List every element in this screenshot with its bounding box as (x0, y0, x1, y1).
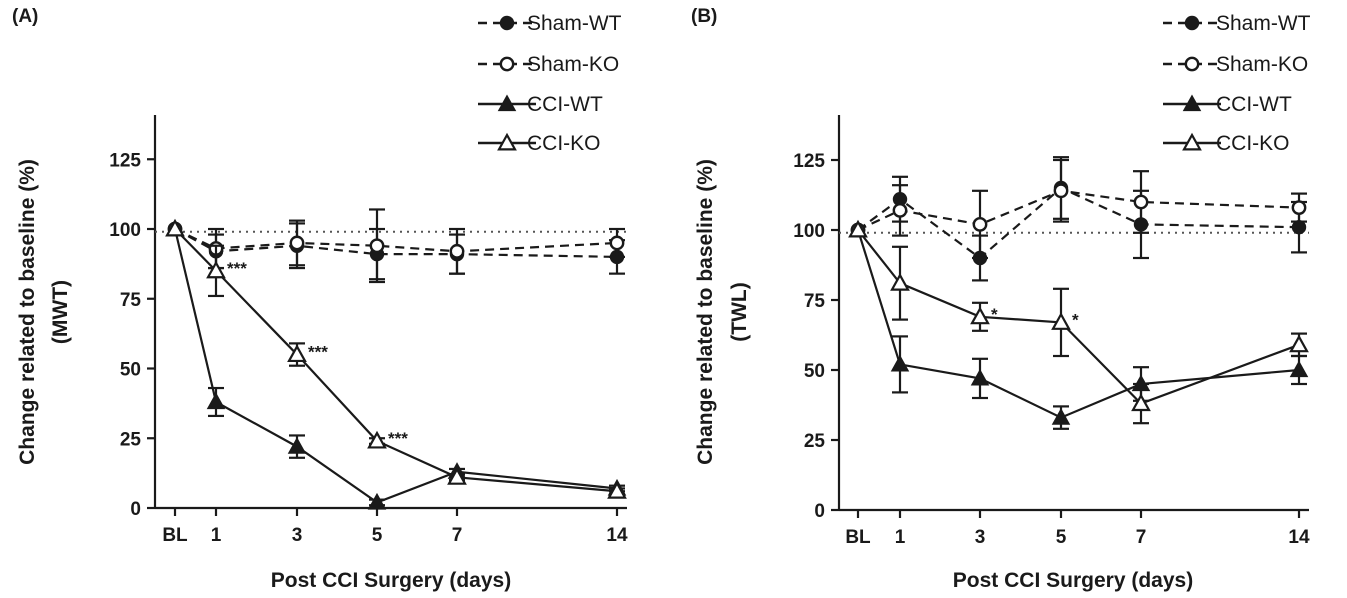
y-tick-label: 100 (793, 221, 825, 242)
legend-label: Sham-KO (1216, 53, 1308, 76)
significance-label: *** (227, 259, 247, 278)
data-point (1289, 360, 1309, 378)
data-point (890, 272, 910, 291)
x-tick-label: 7 (1136, 527, 1147, 548)
data-point (289, 235, 305, 251)
legend-label: CCI-KO (1216, 132, 1290, 155)
data-point (970, 368, 990, 386)
panel-a: (A) 0 25 50 75 100 125 BL 1 3 5 7 14 Post CCI Surgery… (12, 6, 628, 592)
data-point (1133, 194, 1149, 210)
data-point (1051, 408, 1071, 425)
series-line (174, 228, 618, 253)
data-point (287, 344, 307, 363)
x-tick-label: 14 (1288, 527, 1310, 548)
data-point (609, 235, 625, 251)
data-point (206, 260, 226, 279)
x-tick-label: 1 (211, 525, 222, 546)
y-tick-label: 50 (120, 360, 141, 381)
legend-marker (1182, 132, 1202, 151)
panel-label: (A) (12, 6, 38, 27)
data-point (1291, 220, 1307, 235)
x-tick-label: 5 (1056, 527, 1067, 548)
x-tick-label: 5 (372, 525, 383, 546)
x-axis-title: Post CCI Surgery (days) (271, 569, 511, 592)
x-tick-label: BL (845, 527, 871, 548)
y-tick-label: 125 (793, 151, 825, 172)
y-tick-label: 50 (804, 361, 825, 382)
series-line (857, 189, 1300, 231)
data-point (287, 437, 307, 454)
y-tick-label: 0 (814, 501, 825, 522)
x-tick-label: BL (162, 525, 188, 546)
series-line (174, 228, 618, 493)
y-axis-title: Change related to baseline (%) (16, 159, 39, 465)
data-point (367, 492, 387, 510)
data-point (607, 480, 627, 499)
data-point (1051, 312, 1071, 330)
y-tick-label: 25 (120, 429, 142, 450)
legend-marker (499, 15, 515, 31)
legend-label: Sham-WT (527, 12, 622, 35)
data-point (369, 238, 385, 254)
significance-label: *** (388, 429, 408, 448)
data-point (1291, 200, 1307, 216)
data-point (892, 202, 908, 218)
legend-marker (1184, 56, 1200, 72)
legend-label: CCI-WT (527, 93, 603, 116)
series-line (173, 228, 618, 504)
series-line (174, 228, 618, 258)
significance-label: * (1072, 310, 1079, 329)
y-tick-label: 125 (109, 150, 141, 171)
data-point (206, 392, 226, 410)
data-point (1053, 183, 1069, 199)
x-tick-label: 14 (606, 525, 628, 546)
legend-marker (497, 132, 517, 151)
legend-label: Sham-KO (527, 53, 619, 76)
x-tick-label: 3 (975, 527, 986, 548)
legend-marker (497, 94, 517, 112)
series-line (857, 229, 1300, 405)
y-axis-subtitle: (MWT) (49, 280, 72, 344)
data-point (367, 430, 387, 449)
legend-label: Sham-WT (1216, 12, 1311, 35)
data-point (848, 219, 868, 238)
y-axis-title: Change related to baseline (%) (694, 159, 717, 465)
panel-label: (B) (691, 6, 717, 27)
x-tick-label: 7 (452, 525, 463, 546)
x-axis-title: Post CCI Surgery (days) (953, 569, 1193, 592)
legend-marker (1184, 15, 1200, 31)
data-point (1131, 393, 1151, 412)
data-point (970, 306, 990, 325)
y-axis-subtitle: (TWL) (728, 282, 751, 341)
series-line (857, 186, 1300, 260)
legend-label: CCI-WT (1216, 93, 1292, 116)
data-point (449, 243, 465, 259)
y-tick-label: 25 (804, 431, 826, 452)
panel-b: (B) 0 25 50 75 100 125 BL 1 3 5 7 14 Post CCI Surgery… (691, 6, 1311, 592)
data-point (1289, 334, 1309, 353)
legend-marker (499, 56, 515, 72)
data-point (165, 218, 185, 237)
x-tick-label: 1 (895, 527, 906, 548)
y-tick-label: 100 (109, 220, 141, 241)
y-tick-label: 75 (120, 290, 142, 311)
significance-label: *** (308, 343, 328, 362)
data-point (972, 216, 988, 232)
data-point (890, 354, 910, 372)
legend-label: CCI-KO (527, 132, 601, 155)
y-tick-label: 75 (804, 291, 826, 312)
significance-label: * (991, 305, 998, 324)
series-line (856, 229, 1300, 419)
x-tick-label: 3 (292, 525, 303, 546)
y-tick-label: 0 (130, 499, 141, 520)
data-point (447, 467, 467, 485)
legend-marker (1182, 94, 1202, 112)
